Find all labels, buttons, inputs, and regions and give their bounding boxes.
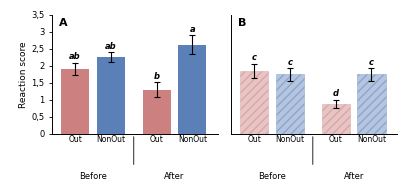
Text: c: c <box>288 58 292 67</box>
Text: ab: ab <box>69 52 81 62</box>
Bar <box>61 69 89 134</box>
Text: After: After <box>164 172 185 181</box>
Bar <box>240 71 268 134</box>
Text: c: c <box>252 53 257 62</box>
Text: b: b <box>154 72 160 81</box>
Text: After: After <box>343 172 364 181</box>
Bar <box>143 90 171 134</box>
Text: Before: Before <box>258 172 286 181</box>
Text: Before: Before <box>79 172 107 181</box>
Text: A: A <box>59 18 67 28</box>
Text: ab: ab <box>105 42 117 51</box>
Bar <box>322 104 350 134</box>
Text: a: a <box>190 25 195 34</box>
Text: c: c <box>369 58 374 67</box>
Bar <box>97 57 125 134</box>
Text: B: B <box>238 18 246 28</box>
Bar <box>178 45 207 134</box>
Bar <box>276 74 304 134</box>
Y-axis label: Reaction score: Reaction score <box>20 41 28 108</box>
Bar <box>357 74 385 134</box>
Text: d: d <box>333 89 339 98</box>
